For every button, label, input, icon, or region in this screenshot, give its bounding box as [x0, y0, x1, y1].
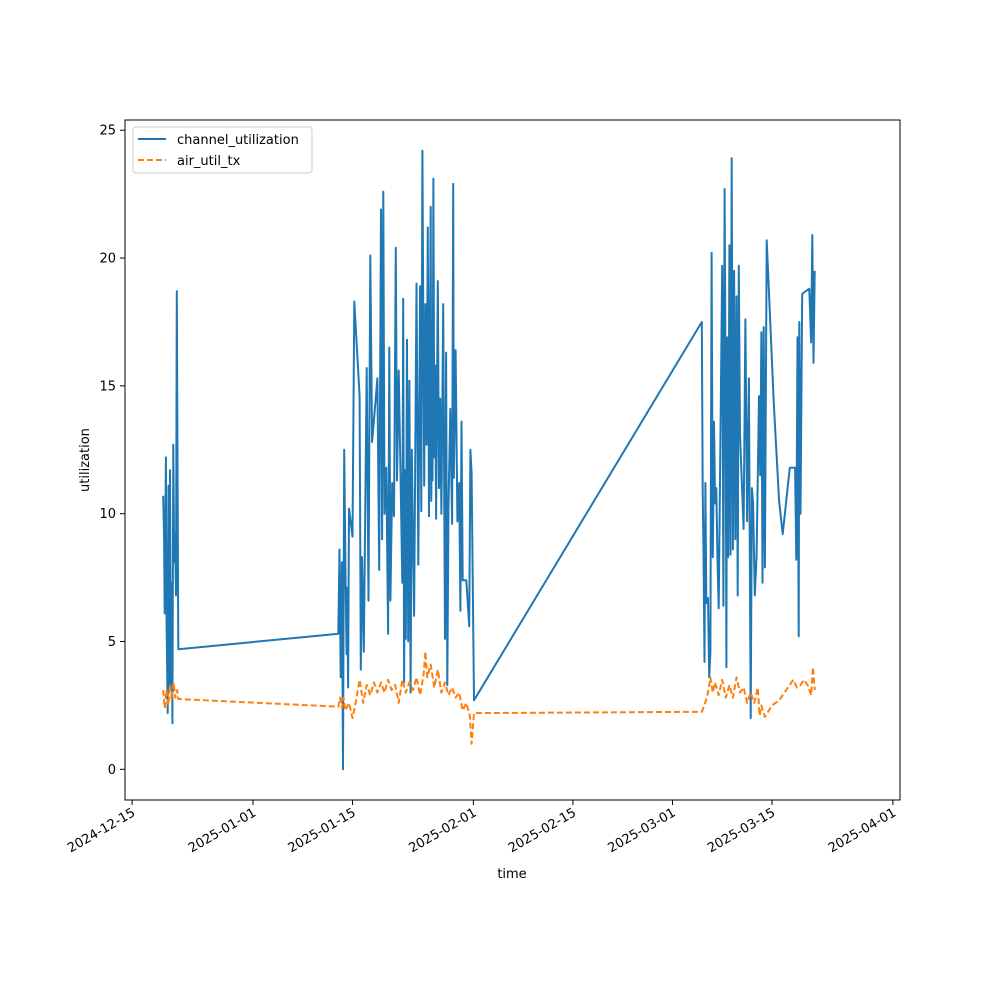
y-axis-label: utilization — [78, 428, 93, 492]
y-tick-label: 0 — [108, 763, 116, 778]
y-tick-label: 15 — [99, 379, 116, 394]
plot-frame — [124, 119, 901, 801]
y-tick-label: 20 — [99, 252, 116, 267]
legend-box — [132, 126, 313, 174]
series-line-channel-utilization — [162, 149, 816, 771]
y-tick-label: 10 — [99, 507, 116, 522]
legend-label-channel-utilization: channel_utilization — [177, 133, 299, 148]
legend-label-air-util-tx: air_util_tx — [177, 154, 241, 169]
y-axis-ticks: 0 5 10 15 20 25 — [99, 124, 125, 778]
legend: channel_utilization air_util_tx — [132, 126, 313, 174]
series-layer — [162, 149, 816, 771]
x-axis-label: time — [497, 867, 526, 882]
series-line-air-util-tx — [162, 650, 816, 745]
y-tick-label: 25 — [99, 124, 116, 139]
y-tick-label: 5 — [108, 635, 116, 650]
